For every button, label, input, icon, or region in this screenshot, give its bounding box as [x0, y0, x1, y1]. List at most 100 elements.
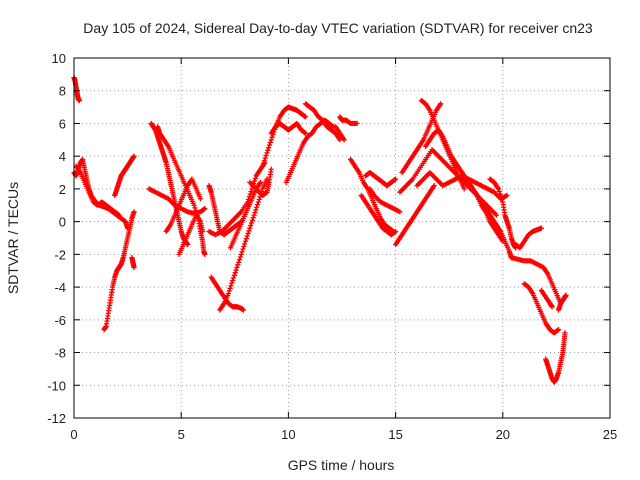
data-point — [246, 228, 252, 234]
data-point — [497, 191, 503, 197]
data-point — [247, 225, 253, 231]
data-point — [230, 277, 236, 284]
data-point — [227, 285, 233, 291]
x-axis-label: GPS time / hours — [288, 457, 395, 473]
data-point — [226, 288, 232, 294]
data-point — [393, 176, 399, 182]
data-point — [245, 199, 251, 205]
series-s20 — [283, 117, 337, 185]
data-point — [231, 272, 237, 278]
data-point — [131, 209, 137, 215]
series-s13 — [206, 160, 268, 238]
data-point — [202, 251, 208, 257]
data-point — [192, 205, 198, 211]
data-point — [228, 283, 234, 289]
data-point — [244, 233, 250, 239]
series-s38 — [521, 281, 562, 336]
data-point — [250, 215, 256, 221]
y-tick-label: 0 — [59, 215, 66, 230]
data-point — [392, 177, 398, 183]
series-s36 — [513, 225, 544, 251]
data-point — [341, 137, 347, 143]
data-point — [498, 194, 504, 200]
data-point — [200, 228, 206, 235]
series-s16 — [227, 179, 264, 251]
series-s23 — [332, 124, 347, 143]
y-tick-label: -12 — [47, 411, 66, 426]
data-point — [264, 176, 270, 182]
y-tick-label: -2 — [54, 247, 66, 262]
x-tick-label: 25 — [603, 427, 617, 442]
data-point — [236, 257, 243, 263]
data-point — [438, 101, 444, 107]
data-point — [239, 249, 245, 255]
data-point — [393, 228, 399, 235]
series-s6 — [129, 255, 137, 271]
data-point — [266, 145, 272, 151]
data-point — [116, 212, 122, 218]
data-point — [265, 147, 271, 153]
data-point — [504, 192, 510, 199]
data-point — [248, 188, 254, 195]
series-s8 — [155, 124, 208, 257]
data-point — [302, 114, 309, 120]
data-point — [563, 292, 569, 298]
y-tick-label: 2 — [59, 182, 66, 197]
data-point — [240, 307, 246, 313]
series-s5 — [112, 153, 137, 199]
chart-title: Day 105 of 2024, Sidereal Day-to-day VTE… — [83, 20, 593, 36]
data-point — [555, 327, 562, 333]
data-point — [254, 204, 260, 210]
series-s2 — [71, 156, 131, 231]
y-tick-label: 8 — [59, 84, 66, 99]
data-point — [269, 134, 275, 140]
y-tick-label: 4 — [59, 149, 66, 164]
data-point — [253, 207, 259, 213]
series-s34 — [463, 176, 514, 261]
data-point — [238, 251, 244, 257]
data-point — [263, 152, 269, 159]
x-tick-label: 20 — [496, 427, 510, 442]
series-s21 — [302, 101, 343, 143]
data-point — [236, 259, 242, 265]
data-point — [202, 205, 208, 212]
y-tick-label: 10 — [52, 51, 66, 66]
data-point — [431, 183, 437, 189]
data-point — [225, 291, 231, 297]
series-s27 — [367, 186, 403, 215]
y-tick-label: 6 — [59, 116, 66, 131]
data-point — [251, 212, 257, 218]
series-s15 — [217, 176, 270, 313]
series-s37 — [508, 255, 564, 307]
series-s19 — [268, 120, 309, 136]
data-point — [243, 236, 249, 242]
series-s4 — [101, 209, 137, 333]
data-point — [499, 196, 505, 202]
data-point — [261, 158, 267, 164]
data-point — [461, 186, 467, 192]
series-s39 — [538, 287, 555, 310]
data-point — [249, 217, 255, 223]
series-s26 — [362, 169, 399, 189]
data-point — [392, 229, 398, 235]
data-point — [248, 222, 254, 229]
series-s1 — [71, 75, 82, 104]
series-s40 — [543, 330, 568, 385]
data-point — [257, 179, 264, 185]
data-point — [131, 153, 137, 159]
grid-layer — [74, 58, 610, 418]
y-axis-label: SDTVAR / TECUs — [5, 182, 21, 294]
data-point — [131, 264, 137, 271]
data-point — [245, 230, 251, 237]
x-tick-label: 15 — [388, 427, 402, 442]
data-point — [237, 254, 243, 260]
series-s12 — [206, 183, 244, 238]
x-tick-label: 5 — [178, 427, 185, 442]
data-point — [260, 160, 267, 166]
y-tick-label: -8 — [54, 346, 66, 361]
data-point — [242, 238, 249, 244]
data-point — [248, 220, 255, 226]
